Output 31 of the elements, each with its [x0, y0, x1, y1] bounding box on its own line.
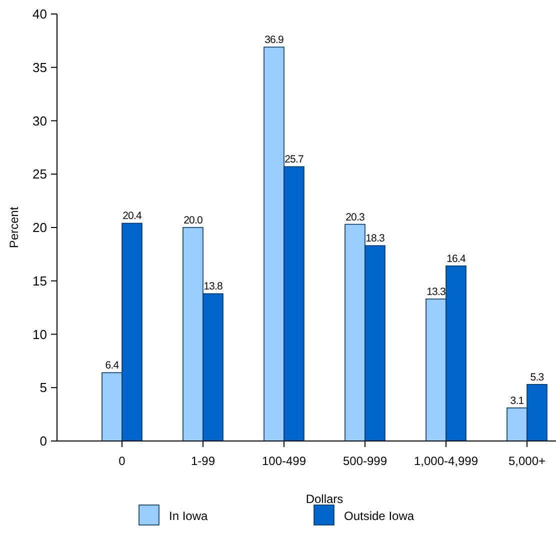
- x-tick-label: 1,000-4,999: [414, 454, 478, 468]
- data-label: 13.3: [426, 286, 446, 298]
- data-label: 13.8: [204, 280, 223, 293]
- data-label: 36.9: [264, 34, 284, 46]
- data-label: 5.3: [530, 371, 544, 384]
- y-tick-label: 30: [32, 113, 47, 128]
- data-label: 20.3: [346, 211, 365, 224]
- y-tick-label: 5: [40, 380, 47, 396]
- y-tick-label: 15: [32, 273, 47, 288]
- data-label: 20.4: [122, 210, 142, 222]
- y-tick-label: 35: [32, 60, 47, 75]
- x-tick-label: 1-99: [190, 454, 216, 468]
- y-tick-label: 20: [32, 220, 47, 235]
- y-axis-title: Percent: [7, 206, 21, 248]
- x-axis-title: Dollars: [306, 492, 344, 506]
- data-label: 16.4: [446, 252, 466, 265]
- x-tick-label: 5,000+: [508, 454, 546, 468]
- x-tick-label: 0: [118, 454, 126, 468]
- data-label: 20.0: [184, 214, 203, 226]
- legend-label: Outside Iowa: [344, 509, 414, 523]
- data-label: 3.1: [510, 394, 524, 407]
- x-tick-label: 500-999: [342, 454, 388, 468]
- x-tick-label: 100-499: [262, 454, 306, 468]
- y-tick-label: 40: [32, 6, 47, 22]
- y-tick-label: 10: [32, 326, 47, 342]
- data-label: 18.3: [366, 232, 385, 245]
- y-tick-label: 0: [40, 434, 47, 448]
- data-label: 6.4: [105, 360, 120, 372]
- y-tick-label: 25: [32, 166, 47, 182]
- legend-label: In Iowa: [169, 509, 208, 523]
- data-label: 25.7: [284, 154, 304, 166]
